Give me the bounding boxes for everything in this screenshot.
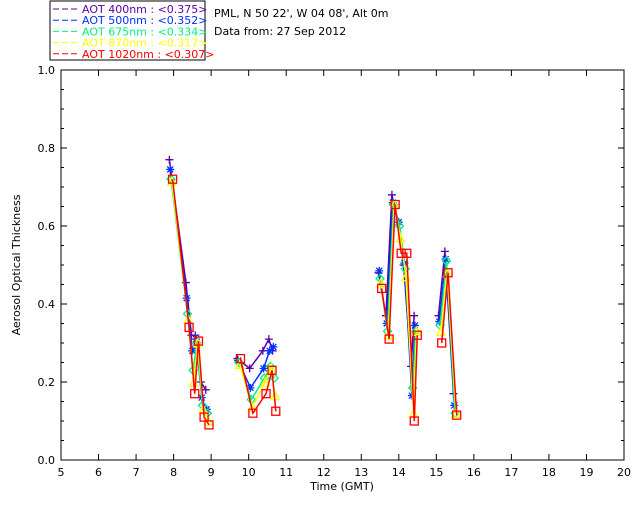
data-point-square <box>261 389 271 399</box>
legend-entry: AOT 870nm : <0.317> <box>82 37 208 50</box>
data-point-diamond <box>269 373 280 384</box>
data-point-square <box>204 420 214 430</box>
legend: AOT 400nm : <0.375>AOT 500nm : <0.352>AO… <box>49 0 215 61</box>
data-point-plus <box>245 364 254 373</box>
legend-box <box>49 0 206 61</box>
data-point-square <box>235 353 246 364</box>
y-tick-label: 0.6 <box>38 220 56 233</box>
x-tick-label: 5 <box>58 466 65 479</box>
x-axis-label: Time (GMT) <box>309 480 374 493</box>
series-4 <box>167 174 462 430</box>
legend-entry: AOT 400nm : <0.375> <box>82 3 208 16</box>
data-point-diamond <box>197 400 208 411</box>
data-point-square <box>412 330 422 340</box>
data-point-asterisk <box>375 266 384 275</box>
data-point-diamond <box>375 273 385 284</box>
x-tick-label: 6 <box>95 466 102 479</box>
data-point-asterisk <box>188 346 197 355</box>
y-axis-label: Aerosol Optical Thickness <box>10 194 23 335</box>
data-point-square <box>402 248 412 258</box>
x-tick-label: 19 <box>579 466 593 479</box>
x-tick-label: 8 <box>170 466 177 479</box>
series-line <box>171 179 458 426</box>
data-point-asterisk <box>441 255 450 264</box>
data-point-asterisk <box>269 342 278 351</box>
data-point-square <box>271 406 281 416</box>
data-point-asterisk <box>182 294 191 303</box>
data-point-square <box>443 268 453 278</box>
x-tick-label: 20 <box>617 466 631 479</box>
data-point-asterisk <box>166 165 175 174</box>
data-point-square <box>190 389 200 399</box>
y-tick-label: 0.2 <box>38 376 56 389</box>
x-tick-label: 16 <box>467 466 481 479</box>
data-point-square <box>199 412 209 422</box>
y-tick-label: 1.0 <box>38 64 56 77</box>
data-point-plus <box>410 311 419 320</box>
data-point-square <box>384 334 394 344</box>
data-point-triangle <box>450 407 461 418</box>
date-info: Data from: 27 Sep 2012 <box>214 25 346 38</box>
legend-entry: AOT 1020nm : <0.307> <box>82 48 215 61</box>
data-point-diamond <box>441 256 452 267</box>
data-point-square <box>396 248 406 258</box>
x-tick-label: 14 <box>392 466 406 479</box>
data-point-plus <box>264 335 273 344</box>
data-point-asterisk <box>410 321 419 330</box>
data-point-asterisk <box>234 356 243 365</box>
data-point-plus <box>165 155 174 164</box>
data-point-asterisk <box>265 346 274 355</box>
data-point-square <box>167 174 178 184</box>
data-point-square <box>390 199 400 210</box>
data-point-square <box>376 283 387 294</box>
y-tick-label: 0.8 <box>38 142 56 155</box>
data-point-square <box>184 322 194 333</box>
y-tick-label: 0.4 <box>38 298 56 311</box>
data-point-plus <box>201 385 210 394</box>
data-point-square <box>409 416 419 426</box>
data-point-asterisk <box>259 364 268 373</box>
data-point-square <box>452 410 462 420</box>
data-point-plus <box>258 346 267 355</box>
x-tick-label: 9 <box>208 466 215 479</box>
data-point-triangle <box>375 277 386 288</box>
data-point-square <box>267 365 277 375</box>
data-point-asterisk <box>246 383 255 392</box>
x-tick-label: 11 <box>279 466 293 479</box>
legend-entry: AOT 500nm : <0.352> <box>82 14 208 27</box>
series-line <box>170 179 456 414</box>
axes: 5 6 7 8 9 10 11 12 13 14 15 16 17 18 19 20 0.0 0.2 0.4 0.6 0… <box>38 64 632 479</box>
data-point-triangle <box>260 376 271 387</box>
plot-frame <box>60 69 625 461</box>
site-info: PML, N 50 22', W 04 08', Alt 0m <box>214 7 388 20</box>
series-line <box>171 181 457 422</box>
x-tick-label: 18 <box>542 466 556 479</box>
x-tick-label: 7 <box>133 466 140 479</box>
legend-entry: AOT 675nm : <0.334> <box>82 25 208 38</box>
x-tick-label: 10 <box>242 466 256 479</box>
series-group <box>165 155 462 430</box>
data-point-square <box>193 336 204 346</box>
x-tick-label: 17 <box>504 466 518 479</box>
data-point-plus <box>440 247 449 256</box>
data-point-triangle <box>166 175 177 186</box>
data-point-plus <box>387 190 396 199</box>
x-tick-label: 15 <box>429 466 443 479</box>
data-point-square <box>437 338 447 348</box>
x-tick-label: 12 <box>317 466 331 479</box>
x-tick-label: 13 <box>354 466 368 479</box>
y-tick-label: 0.0 <box>38 454 56 467</box>
data-point-square <box>248 408 258 418</box>
